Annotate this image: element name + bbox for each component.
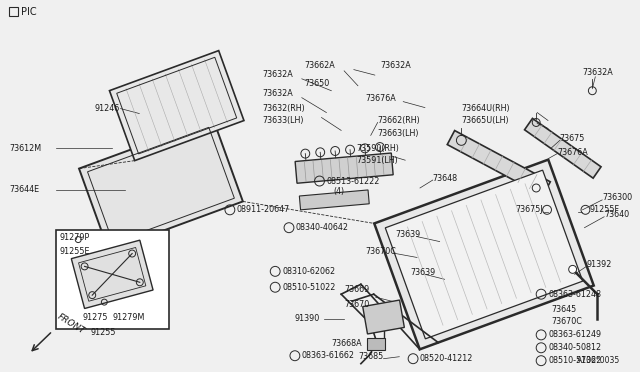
Bar: [9, 7, 18, 16]
Text: 73633(LH): 73633(LH): [262, 116, 304, 125]
Text: 91392: 91392: [586, 260, 612, 269]
Text: 73632A: 73632A: [381, 61, 412, 70]
Text: 08340-40642: 08340-40642: [296, 223, 349, 232]
Text: 08363-61249: 08363-61249: [548, 330, 601, 339]
Text: 73640: 73640: [604, 210, 629, 219]
Text: 08363-61248: 08363-61248: [548, 290, 601, 299]
Text: 73612M: 73612M: [9, 144, 42, 153]
Text: PIC: PIC: [21, 7, 36, 17]
Text: 73676A: 73676A: [558, 148, 589, 157]
Text: 08510-51022: 08510-51022: [548, 356, 602, 365]
Text: 73632A: 73632A: [262, 70, 293, 79]
Text: FRONT: FRONT: [56, 312, 86, 336]
Text: 73650: 73650: [305, 79, 330, 88]
Text: 08911-20647: 08911-20647: [237, 205, 290, 214]
Text: 08520-41212: 08520-41212: [420, 354, 474, 363]
Circle shape: [569, 265, 577, 273]
Text: 73676A: 73676A: [366, 94, 397, 103]
Polygon shape: [447, 131, 550, 196]
Text: 91246: 91246: [95, 104, 120, 113]
Polygon shape: [300, 190, 369, 210]
Text: 91255: 91255: [90, 328, 116, 337]
Text: 73644E: 73644E: [9, 186, 40, 195]
Polygon shape: [385, 170, 582, 339]
Text: 73639: 73639: [410, 268, 435, 277]
Text: 73662A: 73662A: [305, 61, 335, 70]
Text: 736300: 736300: [602, 193, 632, 202]
Text: 91255E: 91255E: [60, 247, 90, 256]
Text: 73663(LH): 73663(LH): [378, 129, 419, 138]
Polygon shape: [109, 51, 244, 161]
Polygon shape: [525, 118, 601, 178]
Text: 73648: 73648: [433, 174, 458, 183]
Text: 73670C: 73670C: [366, 247, 397, 256]
Text: 08310-62062: 08310-62062: [282, 267, 335, 276]
Polygon shape: [374, 160, 594, 349]
Text: 73675: 73675: [560, 134, 585, 143]
Text: 73639: 73639: [396, 230, 420, 239]
Polygon shape: [367, 338, 385, 350]
Text: 08510-51022: 08510-51022: [282, 283, 335, 292]
Text: 91255F: 91255F: [589, 205, 620, 214]
Polygon shape: [71, 240, 153, 308]
Text: 73670: 73670: [344, 299, 369, 309]
Text: 73664U(RH): 73664U(RH): [461, 104, 510, 113]
Text: 73675J: 73675J: [515, 205, 543, 214]
Text: A736*0035: A736*0035: [577, 356, 620, 365]
Text: 08363-61662: 08363-61662: [302, 351, 355, 360]
Polygon shape: [295, 153, 393, 183]
Text: 91390: 91390: [295, 314, 320, 324]
Text: 91279M: 91279M: [113, 312, 145, 321]
Bar: [56, 230, 169, 329]
Text: 73685: 73685: [358, 352, 383, 361]
Polygon shape: [79, 119, 243, 251]
Text: 73662(RH): 73662(RH): [378, 116, 420, 125]
Text: 73632A: 73632A: [582, 68, 613, 77]
Text: 73670C: 73670C: [551, 317, 582, 327]
Text: 73668A: 73668A: [332, 339, 362, 348]
Text: 73591(LH): 73591(LH): [356, 156, 397, 165]
Text: 91279P: 91279P: [60, 233, 90, 242]
Text: 73632A: 73632A: [262, 89, 293, 98]
Text: 91275: 91275: [82, 312, 108, 321]
Text: 73645: 73645: [551, 305, 576, 314]
Polygon shape: [363, 300, 404, 334]
Text: 08340-50812: 08340-50812: [548, 343, 601, 352]
Text: 73590(RH): 73590(RH): [356, 144, 399, 153]
Text: (4): (4): [333, 187, 344, 196]
Text: 08513-61222: 08513-61222: [326, 177, 380, 186]
Text: 73665U(LH): 73665U(LH): [461, 116, 509, 125]
Text: 73669: 73669: [344, 285, 369, 294]
Text: 73632(RH): 73632(RH): [262, 104, 305, 113]
